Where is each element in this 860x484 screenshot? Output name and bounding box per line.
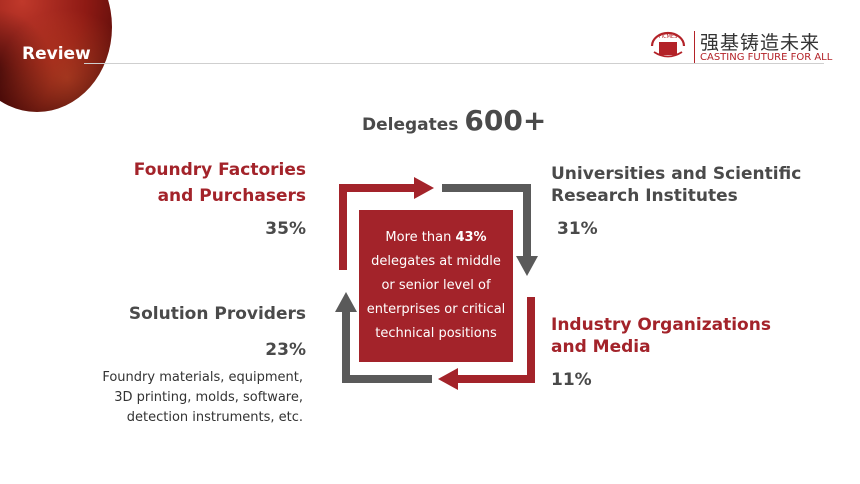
ficmes-emblem-icon: FICMES bbox=[650, 31, 686, 58]
solution-providers-title: Solution Providers bbox=[128, 304, 306, 324]
logo-separator bbox=[694, 31, 695, 63]
arrow-bottom-red-head-icon bbox=[438, 368, 458, 390]
delegates-label: Delegates bbox=[362, 115, 459, 135]
header-divider bbox=[84, 63, 824, 64]
solution-providers-percent: 23% bbox=[265, 340, 306, 360]
section-label: Review bbox=[22, 44, 91, 64]
arrow-left-gray-icon bbox=[342, 306, 432, 383]
foundry-percent: 35% bbox=[265, 219, 306, 239]
universities-title: Universities and Scientific Research Ins… bbox=[551, 164, 802, 206]
universities-percent: 31% bbox=[557, 219, 598, 239]
arrow-right-gray-head-icon bbox=[516, 256, 538, 276]
industry-title: Industry Organizations and Media bbox=[551, 315, 771, 357]
center-line-3: or senior level of bbox=[381, 278, 491, 293]
emblem-text: FICMES bbox=[659, 34, 678, 40]
delegates-count: 600+ bbox=[464, 104, 547, 137]
arrow-bottom-red-icon bbox=[452, 297, 535, 383]
arrow-right-gray-icon bbox=[442, 184, 531, 262]
solution-providers-description: Foundry materials, equipment, 3D printin… bbox=[102, 370, 303, 425]
arrow-top-red-head-icon bbox=[414, 177, 434, 199]
center-highlight-box: More than 43% delegates at middle or sen… bbox=[359, 210, 513, 362]
senior-percent: 43% bbox=[455, 230, 487, 245]
center-line-2: delegates at middle bbox=[371, 254, 501, 269]
arrow-left-gray-head-icon bbox=[335, 292, 357, 312]
logo-chinese-slogan: 强基铸造未来 bbox=[700, 32, 821, 54]
center-line-5: technical positions bbox=[375, 326, 497, 341]
logo-english-slogan: CASTING FUTURE FOR ALL bbox=[700, 52, 833, 63]
arrow-top-red-icon bbox=[339, 184, 420, 270]
corner-decoration bbox=[0, 0, 112, 112]
foundry-title: Foundry Factories and Purchasers bbox=[133, 160, 306, 206]
center-line-4: enterprises or critical bbox=[366, 302, 506, 317]
delegates-headline: Delegates 600+ bbox=[362, 104, 546, 140]
center-line-1: More than 43% bbox=[385, 230, 487, 245]
industry-percent: 11% bbox=[551, 370, 592, 390]
